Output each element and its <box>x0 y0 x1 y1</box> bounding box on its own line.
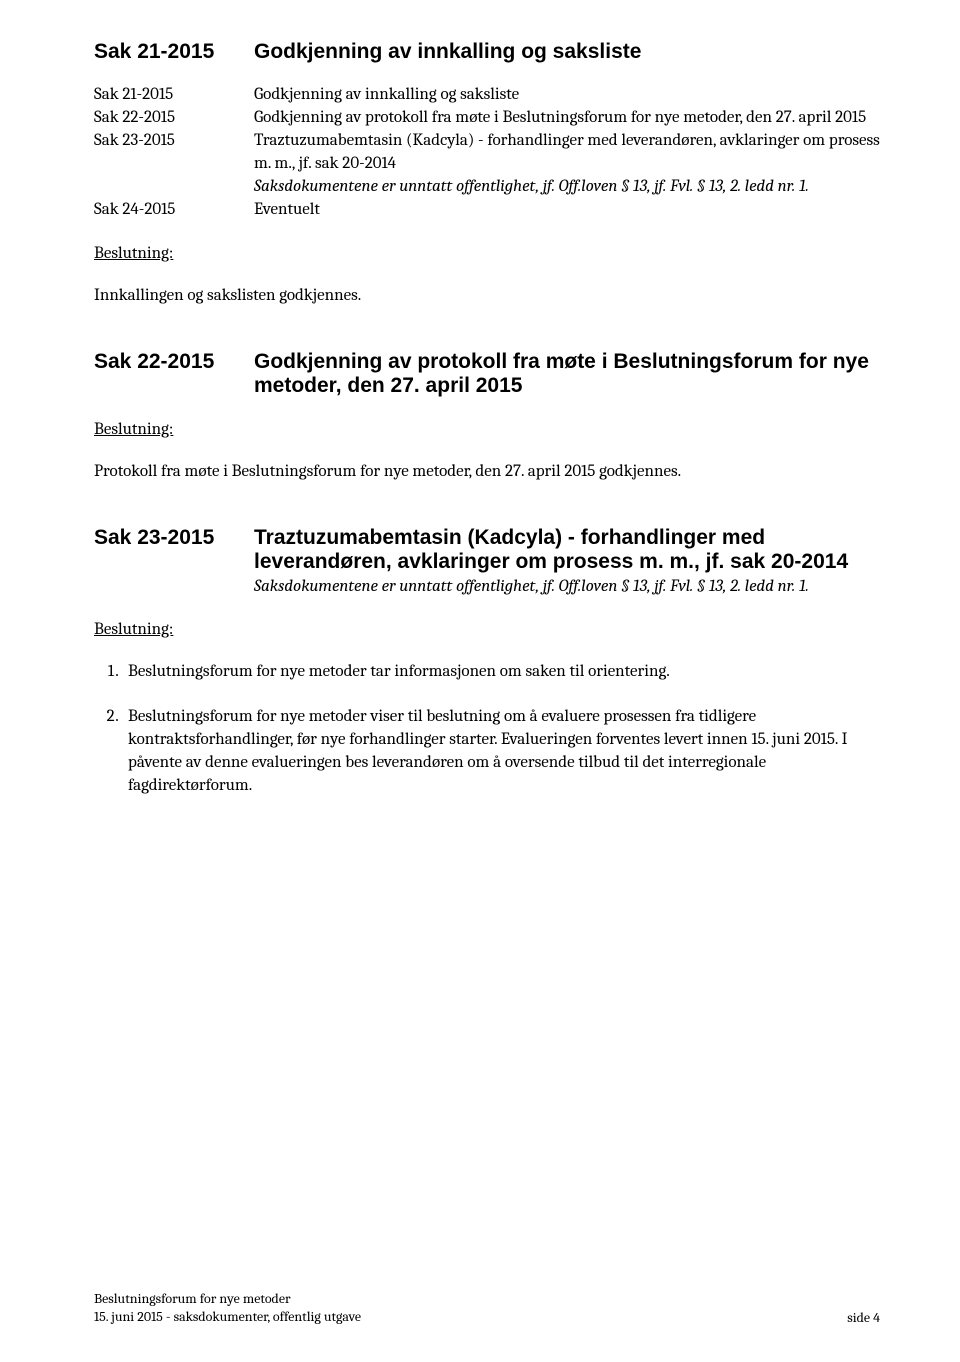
footer-page-number: side 4 <box>847 1309 880 1326</box>
sak21-item-text: Godkjenning av innkalling og saksliste <box>254 84 880 107</box>
sak21-body: Innkallingen og sakslisten godkjennes. <box>94 285 880 308</box>
footer-left: Beslutningsforum for nye metoder 15. jun… <box>94 1290 361 1326</box>
page: Sak 21-2015 Godkjenning av innkalling og… <box>0 0 960 1362</box>
sak21-item-label: Sak 22-2015 <box>94 107 254 130</box>
footer: Beslutningsforum for nye metoder 15. jun… <box>94 1290 880 1326</box>
sak21-item: Sak 23-2015 Traztuzumabemtasin (Kadcyla)… <box>94 130 880 176</box>
sak21-item-label <box>94 176 254 199</box>
sak23-ordered-list: Beslutningsforum for nye metoder tar inf… <box>94 661 880 798</box>
footer-line1: Beslutningsforum for nye metoder <box>94 1290 361 1308</box>
sak21-item-label: Sak 23-2015 <box>94 130 254 176</box>
sak23-beslutning-label: Beslutning: <box>94 620 880 639</box>
sak21-item-text: Eventuelt <box>254 199 880 222</box>
sak22-heading-label: Sak 22-2015 <box>94 350 254 398</box>
sak21-item-text: Traztuzumabemtasin (Kadcyla) - forhandli… <box>254 130 880 176</box>
sak21-item: Sak 21-2015 Godkjenning av innkalling og… <box>94 84 880 107</box>
sak22-heading-title: Godkjenning av protokoll fra møte i Besl… <box>254 350 880 398</box>
sak22-heading: Sak 22-2015 Godkjenning av protokoll fra… <box>94 350 880 398</box>
sak23-list-item: Beslutningsforum for nye metoder tar inf… <box>122 661 880 684</box>
sak21-item-text: Godkjenning av protokoll fra møte i Besl… <box>254 107 880 130</box>
sak23-heading: Sak 23-2015 Traztuzumabemtasin (Kadcyla)… <box>94 526 880 599</box>
sak21-heading-title: Godkjenning av innkalling og saksliste <box>254 40 641 64</box>
sak21-item-label: Sak 24-2015 <box>94 199 254 222</box>
sak21-item-text-italic: Saksdokumentene er unntatt offentlighet,… <box>254 176 880 199</box>
footer-line2: 15. juni 2015 - saksdokumenter, offentli… <box>94 1308 361 1326</box>
sak23-heading-label: Sak 23-2015 <box>94 526 254 599</box>
sak23-heading-italic: Saksdokumentene er unntatt offentlighet,… <box>254 576 880 599</box>
sak21-item: Saksdokumentene er unntatt offentlighet,… <box>94 176 880 199</box>
sak21-item: Sak 22-2015 Godkjenning av protokoll fra… <box>94 107 880 130</box>
sak21-heading-label: Sak 21-2015 <box>94 40 254 64</box>
sak23-list-item: Beslutningsforum for nye metoder viser t… <box>122 706 880 798</box>
sak23-heading-title: Traztuzumabemtasin (Kadcyla) - forhandli… <box>254 526 880 574</box>
sak22-beslutning-label: Beslutning: <box>94 420 880 439</box>
sak23-heading-block: Traztuzumabemtasin (Kadcyla) - forhandli… <box>254 526 880 599</box>
sak21-item: Sak 24-2015 Eventuelt <box>94 199 880 222</box>
sak21-heading: Sak 21-2015 Godkjenning av innkalling og… <box>94 40 880 64</box>
sak22-body: Protokoll fra møte i Beslutningsforum fo… <box>94 461 880 484</box>
sak21-beslutning-label: Beslutning: <box>94 244 880 263</box>
sak21-item-label: Sak 21-2015 <box>94 84 254 107</box>
